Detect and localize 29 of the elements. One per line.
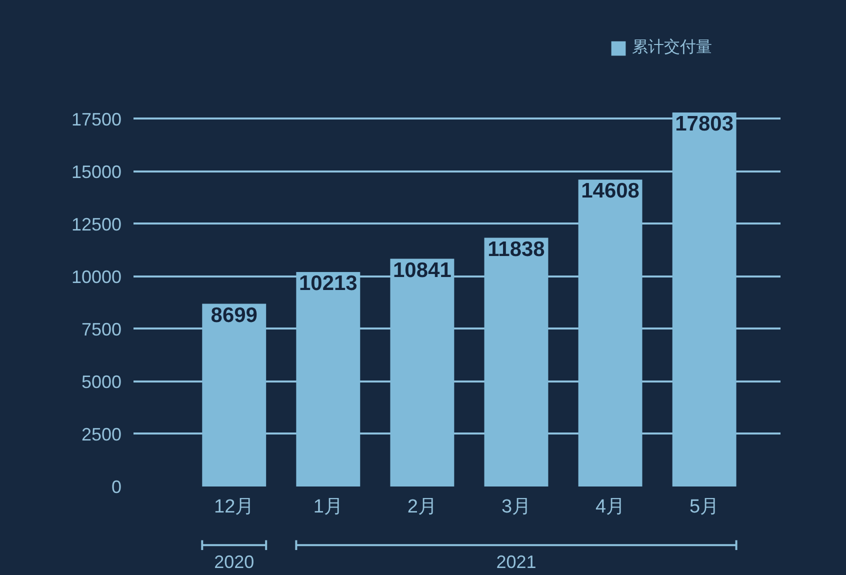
x-tick-label: 2月: [407, 496, 437, 518]
data-label: 11838: [488, 238, 546, 261]
x-tick-label: 4月: [596, 496, 626, 518]
y-tick-label: 12500: [71, 214, 122, 234]
y-tick-label: 0: [111, 477, 122, 497]
x-tick-label: 1月: [313, 496, 343, 518]
y-tick-label: 17500: [71, 110, 122, 130]
text: 2020: [214, 552, 254, 572]
bar: [296, 272, 360, 486]
legend-label: 累计交付量: [632, 38, 712, 58]
data-label: 17803: [675, 112, 734, 136]
bar: [202, 304, 266, 486]
text: 2021: [496, 552, 536, 572]
x-tick-label: 12月: [214, 496, 254, 518]
y-tick-label: 10000: [71, 266, 122, 287]
x-tick-label: 3月: [501, 496, 532, 518]
data-label: 14608: [581, 180, 640, 203]
bar: [578, 180, 642, 486]
y-tick-label: 7500: [81, 319, 122, 340]
y-tick-label: 5000: [81, 372, 122, 392]
bar: [390, 258, 454, 486]
y-tick-label: 15000: [71, 162, 122, 182]
y-tick-label: 2500: [81, 424, 122, 444]
data-label: 8699: [210, 304, 258, 327]
bar: [672, 112, 736, 486]
data-label: 10213: [298, 272, 358, 295]
x-tick-label: 5月: [690, 496, 720, 518]
bar: [484, 238, 548, 486]
data-label: 10841: [393, 258, 452, 282]
